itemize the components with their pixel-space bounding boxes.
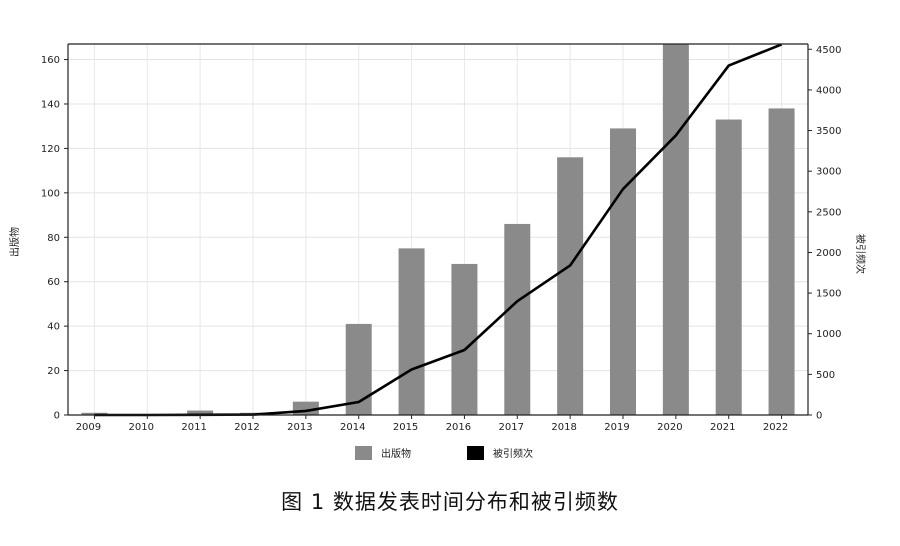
bars-publications xyxy=(81,44,795,416)
x-tick-label-2016: 2016 xyxy=(446,422,471,433)
x-tick-label-2017: 2017 xyxy=(499,422,524,433)
x-tick-label-2022: 2022 xyxy=(763,422,788,433)
x-tick-label-2021: 2021 xyxy=(710,422,735,433)
y2-tick-labels: 0 500 1000 1500 2000 2500 3000 3500 4000 4500 xyxy=(808,45,841,422)
y-tick-label-0: 0 xyxy=(54,411,60,422)
y-tick-labels: 0 20 40 60 80 100 120 140 160 xyxy=(41,55,68,422)
y2-tick-label-2000: 2000 xyxy=(816,248,841,259)
y-tick-label-160: 160 xyxy=(41,55,60,66)
bar-2022 xyxy=(768,108,795,416)
bar-2014 xyxy=(345,323,372,415)
y-tick-label-140: 140 xyxy=(41,99,60,110)
y2-tick-label-2500: 2500 xyxy=(816,207,841,218)
legend-swatch-publications xyxy=(355,446,372,460)
bar-2018 xyxy=(557,157,584,415)
x-tick-label-2015: 2015 xyxy=(393,422,418,433)
legend-swatch-citations xyxy=(467,446,484,460)
x-tick-label-2019: 2019 xyxy=(604,422,629,433)
y2-tick-label-4500: 4500 xyxy=(816,45,841,56)
bar-2017 xyxy=(504,223,531,415)
y-tick-label-60: 60 xyxy=(47,277,60,288)
y2-tick-label-500: 500 xyxy=(816,370,835,381)
x-tick-label-2020: 2020 xyxy=(657,422,682,433)
bar-2019 xyxy=(610,128,636,415)
legend: 出版物 被引频次 xyxy=(355,446,533,460)
axes xyxy=(67,43,809,416)
bar-2020 xyxy=(662,44,689,415)
y2-axis-title: 被引频次 xyxy=(854,234,867,274)
bar-2015 xyxy=(398,248,425,415)
legend-label-publications: 出版物 xyxy=(381,447,411,460)
x-tick-label-2011: 2011 xyxy=(181,422,206,433)
y2-tick-label-3000: 3000 xyxy=(816,167,841,178)
y2-tick-label-4000: 4000 xyxy=(816,85,841,96)
y2-tick-label-3500: 3500 xyxy=(816,126,841,137)
x-tick-label-2018: 2018 xyxy=(551,422,576,433)
bar-2021 xyxy=(715,119,742,416)
x-tick-label-2013: 2013 xyxy=(287,422,312,433)
x-tick-labels: 2009 2010 2011 2012 2013 2014 2015 2016 2017 2018… xyxy=(76,415,788,433)
figure-caption: 图 1 数据发表时间分布和被引频数 xyxy=(281,490,619,514)
y2-tick-label-1500: 1500 xyxy=(816,289,841,300)
y-tick-label-100: 100 xyxy=(41,188,60,199)
y-tick-label-80: 80 xyxy=(47,233,60,244)
legend-label-citations: 被引频次 xyxy=(493,447,533,460)
chart: 2009 2010 2011 2012 2013 2014 2015 2016 2017 2018… xyxy=(8,43,867,460)
y-tick-label-120: 120 xyxy=(41,144,60,155)
x-tick-label-2014: 2014 xyxy=(340,422,365,433)
y-tick-label-20: 20 xyxy=(47,366,60,377)
x-tick-label-2010: 2010 xyxy=(129,422,154,433)
x-tick-label-2009: 2009 xyxy=(76,422,101,433)
y2-tick-label-0: 0 xyxy=(816,411,822,422)
y-axis-title: 出版物 xyxy=(8,227,21,257)
y2-tick-label-1000: 1000 xyxy=(816,329,841,340)
x-tick-label-2012: 2012 xyxy=(234,422,259,433)
bar-2011 xyxy=(187,410,214,415)
bar-2016 xyxy=(451,263,478,415)
y-tick-label-40: 40 xyxy=(47,322,60,333)
